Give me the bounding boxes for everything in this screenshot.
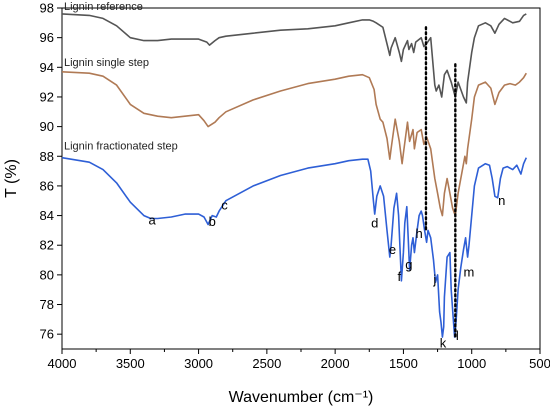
series-layer (61, 13, 528, 338)
x-axis-title: Wavenumber (cm⁻¹) (229, 389, 374, 406)
y-tick-label-84: 84 (40, 208, 54, 223)
series-label-3: Lignin fractionated step (64, 141, 178, 153)
y-tick-label-94: 94 (40, 60, 54, 75)
peak-label-h: h (416, 226, 423, 241)
series-label-1: Lignin reference (64, 1, 143, 13)
y-tick-label-80: 80 (40, 267, 54, 282)
peak-label-c: c (221, 198, 228, 213)
peak-label-a: a (149, 212, 157, 227)
x-tick-label-1500: 1500 (389, 356, 418, 371)
y-tick-label-98: 98 (40, 1, 54, 16)
x-tick-label-1000: 1000 (457, 356, 486, 371)
x-tick-label-3500: 3500 (116, 356, 145, 371)
peak-label-g: g (405, 257, 412, 272)
peak-label-f: f (398, 269, 402, 284)
x-tick-label-3000: 3000 (184, 356, 213, 371)
y-tick-label-90: 90 (40, 119, 54, 134)
axes: 4000 3500 3000 2500 2000 1500 1000 500 76 78 80 82 8… (40, 1, 550, 372)
x-tick-label-2500: 2500 (252, 356, 281, 371)
y-tick-label-92: 92 (40, 89, 54, 104)
peak-label-k: k (440, 336, 447, 351)
y-tick-label-96: 96 (40, 30, 54, 45)
peak-label-e: e (389, 242, 396, 257)
series-label-2: Lignin single step (64, 57, 149, 69)
y-tick-label-88: 88 (40, 149, 54, 164)
series-line-1 (61, 13, 527, 104)
peak-label-d: d (371, 215, 378, 230)
x-tick-label-2000: 2000 (321, 356, 350, 371)
y-tick-label-78: 78 (40, 297, 54, 312)
peak-label-l: l (456, 328, 459, 343)
peak-label-n: n (498, 193, 505, 208)
peak-label-i: i (425, 217, 428, 232)
y-tick-label-76: 76 (40, 327, 54, 342)
peak-label-j: j (432, 272, 436, 287)
y-tick-label-82: 82 (40, 238, 54, 253)
y-axis-title: T (%) (3, 159, 20, 198)
series-line-2 (61, 71, 527, 217)
series-labels: Lignin reference Lignin single step Lignin… (64, 1, 178, 153)
x-tick-label-4000: 4000 (48, 356, 77, 371)
y-tick-label-86: 86 (40, 178, 54, 193)
marker-layer (424, 26, 457, 339)
series-line-3 (61, 156, 528, 338)
x-tick-label-500: 500 (529, 356, 550, 371)
peak-label-b: b (209, 214, 216, 229)
peak-label-m: m (464, 264, 475, 279)
